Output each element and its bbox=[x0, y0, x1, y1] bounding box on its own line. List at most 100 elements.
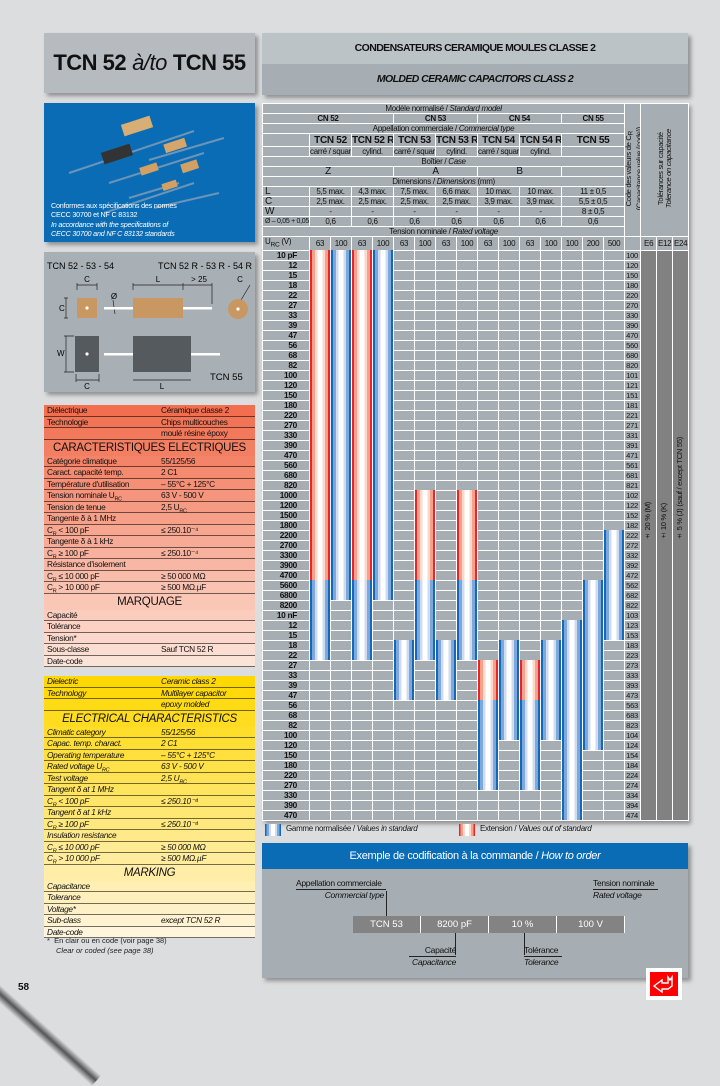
range-cell bbox=[582, 319, 604, 331]
range-cell bbox=[602, 419, 626, 431]
range-cell bbox=[330, 639, 352, 651]
range-cell bbox=[456, 449, 478, 461]
range-cell bbox=[519, 359, 541, 371]
range-cell bbox=[456, 679, 478, 691]
spec-value: 63 V - 500 V bbox=[161, 490, 204, 500]
range-cell bbox=[519, 789, 541, 801]
spec-row: Capacitance bbox=[44, 880, 255, 892]
range-cell bbox=[309, 729, 331, 741]
range-cell bbox=[477, 379, 499, 391]
range-cell bbox=[477, 559, 499, 571]
range-cell bbox=[540, 419, 562, 431]
standard-range-bar bbox=[478, 700, 498, 791]
dimension-label: Ø – 0,05 + 0,05 bbox=[262, 216, 310, 227]
range-cell bbox=[351, 689, 373, 701]
capacitance-code: 180 bbox=[624, 279, 642, 291]
range-cell bbox=[309, 739, 331, 751]
capacitance-label: 3900 bbox=[262, 559, 310, 571]
extension-range-bar bbox=[457, 490, 477, 581]
range-cell bbox=[477, 359, 499, 371]
range-cell bbox=[393, 769, 415, 781]
range-cell bbox=[519, 579, 541, 591]
capacitance-code: 104 bbox=[624, 729, 642, 741]
range-cell bbox=[540, 529, 562, 541]
range-cell bbox=[393, 339, 415, 351]
range-cell bbox=[561, 259, 583, 271]
dimension-value: 0,6 bbox=[351, 216, 394, 227]
spec-value: ≤ 250.10⁻⁴ bbox=[161, 795, 199, 806]
spec-value: Ceramic class 2 bbox=[161, 676, 216, 686]
range-cell bbox=[540, 579, 562, 591]
dimension-value: 10 max. bbox=[477, 186, 520, 197]
range-cell bbox=[540, 559, 562, 571]
range-cell bbox=[498, 339, 520, 351]
range-cell bbox=[561, 509, 583, 521]
range-cell bbox=[435, 499, 457, 511]
range-cell bbox=[456, 799, 478, 811]
range-cell bbox=[602, 399, 626, 411]
range-cell bbox=[414, 309, 436, 321]
capacitance-code: 822 bbox=[624, 599, 642, 611]
range-cell bbox=[498, 259, 520, 271]
range-cell bbox=[519, 799, 541, 811]
range-cell bbox=[561, 589, 583, 601]
range-cell bbox=[351, 799, 373, 811]
order-code-segment: 8200 pF bbox=[421, 916, 489, 933]
range-cell bbox=[582, 449, 604, 461]
range-cell bbox=[414, 249, 436, 261]
spec-row: Tangent δ at 1 MHz bbox=[44, 784, 255, 796]
voltage-header: 63 bbox=[309, 236, 331, 251]
range-cell bbox=[393, 799, 415, 811]
range-cell bbox=[540, 739, 562, 751]
shape-header: cylind. bbox=[435, 146, 478, 157]
range-cell bbox=[414, 259, 436, 271]
range-cell bbox=[393, 629, 415, 641]
capacitance-code: 682 bbox=[624, 589, 642, 601]
legend-extension-label: Extension / Values out of standard bbox=[480, 824, 592, 833]
dimension-value: - bbox=[351, 206, 394, 217]
range-cell bbox=[519, 499, 541, 511]
range-cell bbox=[393, 549, 415, 561]
capacitance-code: 271 bbox=[624, 419, 642, 431]
capacitance-code: 124 bbox=[624, 739, 642, 751]
range-cell bbox=[582, 439, 604, 451]
capacitance-label: 330 bbox=[262, 429, 310, 441]
range-cell bbox=[330, 709, 352, 721]
capacitance-code: 330 bbox=[624, 309, 642, 321]
dimension-value: - bbox=[435, 206, 478, 217]
range-cell bbox=[519, 259, 541, 271]
spec-value: epoxy molded bbox=[161, 699, 210, 709]
capacitance-code: 222 bbox=[624, 529, 642, 541]
range-cell bbox=[414, 779, 436, 791]
range-cell bbox=[435, 789, 457, 801]
range-cell bbox=[582, 269, 604, 281]
range-cell bbox=[351, 759, 373, 771]
range-cell bbox=[372, 619, 394, 631]
spec-value bbox=[161, 892, 255, 903]
case-header: A bbox=[393, 166, 478, 177]
range-cell bbox=[582, 399, 604, 411]
range-cell bbox=[435, 359, 457, 371]
dimension-diagram: TCN 52 - 53 - 54 TCN 52 R - 53 R - 54 R … bbox=[44, 252, 255, 392]
range-cell bbox=[582, 359, 604, 371]
standard-range-bar bbox=[310, 580, 330, 661]
range-cell bbox=[393, 759, 415, 771]
spec-row: CR < 100 pF ≤ 250.10⁻⁴ bbox=[44, 524, 255, 536]
capacitance-label: 39 bbox=[262, 319, 310, 331]
range-cell bbox=[372, 689, 394, 701]
range-cell bbox=[477, 519, 499, 531]
range-cell bbox=[456, 439, 478, 451]
range-cell bbox=[393, 529, 415, 541]
spec-label: Caract. capacité temp. bbox=[47, 467, 124, 477]
range-cell bbox=[435, 279, 457, 291]
range-cell bbox=[561, 319, 583, 331]
range-cell bbox=[456, 769, 478, 781]
range-cell bbox=[393, 329, 415, 341]
header-fr: CONDENSATEURS CERAMIQUE MOULES CLASSE 2 bbox=[262, 33, 688, 64]
spec-row: Tangente δ à 1 kHz bbox=[44, 536, 255, 548]
standard-range-bar bbox=[415, 580, 435, 661]
spec-value: 2 C1 bbox=[161, 467, 178, 477]
spec-value: Multilayer capacitor bbox=[161, 687, 227, 698]
case-header bbox=[560, 166, 626, 177]
capacitance-label: 1200 bbox=[262, 499, 310, 511]
